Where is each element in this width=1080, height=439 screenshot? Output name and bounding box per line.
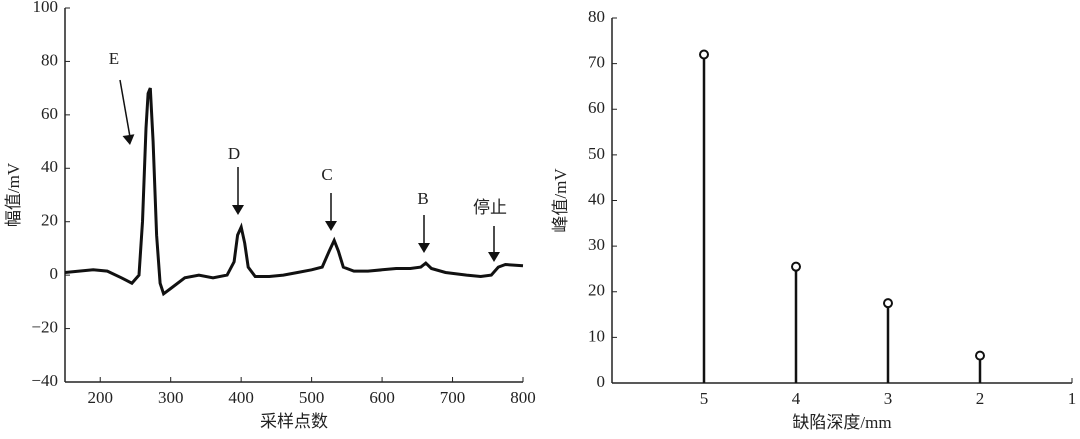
x-tick-label: 5 [700, 389, 709, 408]
annotation: E [109, 49, 119, 68]
y-tick-label: 0 [597, 372, 606, 391]
x-tick-label: 800 [510, 388, 536, 407]
stem-marker [975, 350, 985, 361]
arrow-head [122, 134, 135, 145]
arrow-head [232, 205, 244, 215]
y-axis-label: 峰值/mV [551, 168, 570, 233]
y-tick-label: 20 [41, 211, 58, 230]
y-tick-label: 0 [50, 264, 59, 283]
y-tick-label: 70 [588, 53, 605, 72]
annotation: D [228, 144, 240, 163]
x-axis-label: 采样点数 [260, 412, 328, 431]
y-tick-label: 30 [588, 235, 605, 254]
x-tick-label: 200 [87, 388, 113, 407]
y-tick-label: 60 [588, 98, 605, 117]
x-tick-label: 500 [299, 388, 325, 407]
stem-marker [699, 49, 709, 60]
stem-marker [883, 298, 893, 309]
x-tick-label: 3 [884, 389, 893, 408]
y-tick-label: 80 [41, 50, 58, 69]
x-tick-label: 1 [1068, 389, 1077, 408]
arrow-head [325, 221, 337, 231]
x-axis-label: 缺陷深度/mm [792, 413, 891, 432]
x-tick-label: 600 [369, 388, 395, 407]
annotation: C [321, 165, 332, 184]
x-tick-label: 300 [158, 388, 184, 407]
y-tick-label: 100 [33, 0, 59, 16]
y-tick-label: 80 [588, 7, 605, 26]
y-tick-label: 20 [588, 281, 605, 300]
signal-line [64, 87, 524, 297]
x-tick-label: 2 [976, 389, 985, 408]
y-tick-label: 10 [588, 326, 605, 345]
x-tick-label: 400 [228, 388, 254, 407]
y-tick-label: 40 [41, 157, 58, 176]
arrow-head [418, 243, 430, 253]
x-tick-label: 4 [792, 389, 801, 408]
y-tick-label: 60 [41, 104, 58, 123]
y-tick-label: −40 [31, 371, 58, 390]
y-tick-label: −20 [31, 317, 58, 336]
y-tick-label: 40 [588, 189, 605, 208]
annotation: 停止 [473, 198, 507, 217]
stem-marker [791, 261, 801, 272]
x-tick-label: 700 [440, 388, 466, 407]
arrow-head [488, 252, 500, 262]
y-axis-label: 幅值/mV [4, 162, 23, 227]
annotation: B [417, 189, 428, 208]
annotation-arrow [119, 79, 131, 138]
y-tick-label: 50 [588, 144, 605, 163]
